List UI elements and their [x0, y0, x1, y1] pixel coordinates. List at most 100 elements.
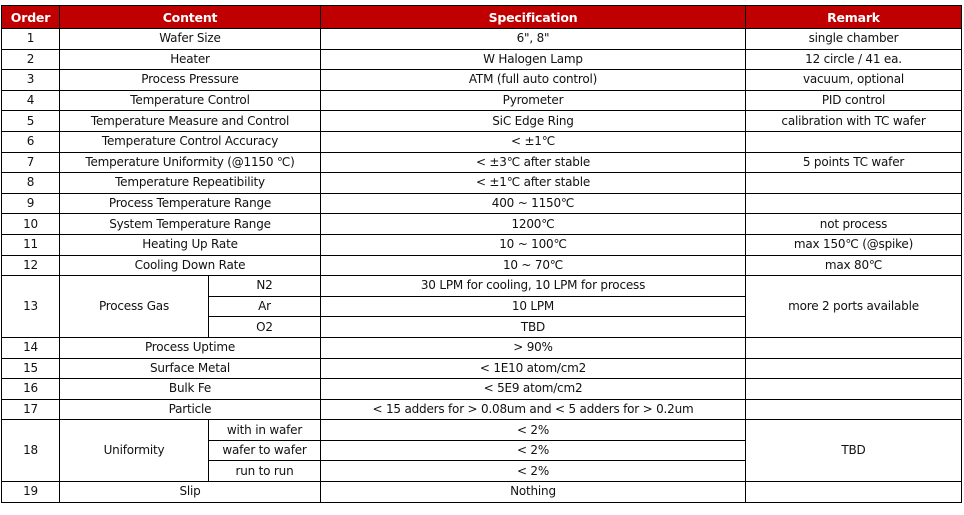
remark-cell — [745, 336, 962, 359]
specification-cell: < 2% — [320, 460, 746, 483]
remark-cell: PID control — [745, 89, 962, 112]
specification-cell: 10 ~ 100℃ — [320, 233, 746, 256]
header-specification: Specification — [320, 5, 746, 29]
sub-content-cell: Ar — [208, 295, 321, 318]
order-cell: 19 — [1, 481, 60, 503]
specification-cell: < 15 adders for > 0.08um and < 5 adders … — [320, 398, 746, 421]
order-cell: 18 — [1, 419, 60, 483]
table-row: 9 Process Temperature Range 400 ~ 1150℃ — [1, 192, 962, 215]
order-cell: 16 — [1, 378, 60, 400]
order-cell: 12 — [1, 254, 60, 277]
content-cell: Particle — [59, 398, 321, 421]
remark-cell — [745, 378, 962, 400]
remark-cell: vacuum, optional — [745, 69, 962, 91]
table-row: 6 Temperature Control Accuracy < ±1℃ — [1, 130, 962, 153]
specification-cell: < 5E9 atom/cm2 — [320, 378, 746, 400]
remark-cell — [745, 398, 962, 421]
content-cell: Temperature Control — [59, 89, 321, 112]
order-cell: 17 — [1, 398, 60, 421]
content-cell: Temperature Control Accuracy — [59, 130, 321, 153]
order-cell: 7 — [1, 151, 60, 174]
remark-cell: calibration with TC wafer — [745, 110, 962, 132]
specification-cell: Pyrometer — [320, 89, 746, 112]
table-row: 5 Temperature Measure and Control SiC Edge… — [1, 110, 962, 132]
specification-cell: SiC Edge Ring — [320, 110, 746, 132]
content-cell: Slip — [59, 481, 321, 503]
table-row: 10 System Temperature Range 1200℃ not proce… — [1, 213, 962, 235]
content-cell: Temperature Measure and Control — [59, 110, 321, 132]
sub-content-cell: wafer to wafer — [208, 439, 321, 462]
specification-table: Order Content Specification Remark 1 Wafe… — [1, 5, 962, 503]
table-row: 2 Heater W Halogen Lamp 12 circle / 41 ea. — [1, 48, 962, 71]
remark-cell: max 150℃ (@spike) — [745, 233, 962, 256]
order-cell: 9 — [1, 192, 60, 215]
specification-cell: < ±1℃ after stable — [320, 172, 746, 194]
specification-cell: W Halogen Lamp — [320, 48, 746, 71]
specification-cell: 10 LPM — [320, 295, 746, 318]
table-row: 7 Temperature Uniformity (@1150 ℃) < ±3℃ a… — [1, 151, 962, 174]
sub-content-cell: N2 — [208, 275, 321, 297]
header-remark: Remark — [745, 5, 962, 29]
remark-cell: single chamber — [745, 28, 962, 50]
content-cell: Heater — [59, 48, 321, 71]
content-cell: Uniformity — [59, 419, 209, 483]
table-row: 16 Bulk Fe < 5E9 atom/cm2 — [1, 378, 962, 400]
specification-cell: < 1E10 atom/cm2 — [320, 357, 746, 380]
order-cell: 11 — [1, 233, 60, 256]
specification-cell: < ±3℃ after stable — [320, 151, 746, 174]
content-cell: Temperature Repeatibility — [59, 172, 321, 194]
content-cell: Bulk Fe — [59, 378, 321, 400]
specification-cell: 1200℃ — [320, 213, 746, 235]
specification-cell: < 2% — [320, 419, 746, 441]
content-cell: Surface Metal — [59, 357, 321, 380]
content-cell: Heating Up Rate — [59, 233, 321, 256]
sub-content-cell: O2 — [208, 316, 321, 338]
order-cell: 5 — [1, 110, 60, 132]
order-cell: 13 — [1, 275, 60, 338]
remark-cell: TBD — [745, 419, 962, 483]
order-cell: 14 — [1, 336, 60, 359]
table-row: 3 Process Pressure ATM (full auto control)… — [1, 69, 962, 91]
specification-cell: TBD — [320, 316, 746, 338]
specification-cell: 10 ~ 70℃ — [320, 254, 746, 277]
order-cell: 6 — [1, 130, 60, 153]
specification-cell: > 90% — [320, 336, 746, 359]
content-cell: Cooling Down Rate — [59, 254, 321, 277]
table-row: 4 Temperature Control Pyrometer PID control — [1, 89, 962, 112]
remark-cell — [745, 481, 962, 503]
table-row: 15 Surface Metal < 1E10 atom/cm2 — [1, 357, 962, 380]
order-cell: 2 — [1, 48, 60, 71]
table-row: wafer to wafer < 2% — [2, 439, 962, 462]
specification-cell: 6", 8" — [320, 28, 746, 50]
sub-content-cell: with in wafer — [208, 419, 321, 441]
remark-cell — [745, 130, 962, 153]
header-order: Order — [1, 5, 60, 29]
remark-cell — [745, 192, 962, 215]
sub-content-cell: run to run — [208, 460, 321, 483]
order-cell: 1 — [1, 28, 60, 50]
specification-cell: ATM (full auto control) — [320, 69, 746, 91]
remark-cell — [745, 357, 962, 380]
content-cell: Process Gas — [59, 275, 209, 338]
specification-cell: < 2% — [320, 439, 746, 462]
order-cell: 3 — [1, 69, 60, 91]
table-row: 11 Heating Up Rate 10 ~ 100℃ max 150℃ (@spi… — [1, 233, 962, 256]
order-cell: 10 — [1, 213, 60, 235]
content-cell: Wafer Size — [59, 28, 321, 50]
remark-cell: 12 circle / 41 ea. — [745, 48, 962, 71]
specification-cell: < ±1℃ — [320, 130, 746, 153]
table-row: 12 Cooling Down Rate 10 ~ 70℃ max 80℃ — [1, 254, 962, 277]
specification-cell: 400 ~ 1150℃ — [320, 192, 746, 215]
order-cell: 4 — [1, 89, 60, 112]
table-row: 17 Particle < 15 adders for > 0.08um and <… — [1, 398, 962, 421]
remark-cell: not process — [745, 213, 962, 235]
order-cell: 15 — [1, 357, 60, 380]
table-row: 13 Process Gas N2 30 LPM for cooling, 10 LP… — [1, 275, 962, 338]
remark-cell: more 2 ports available — [745, 275, 962, 338]
content-cell: Process Temperature Range — [59, 192, 321, 215]
remark-cell — [745, 172, 962, 194]
table-body: 1 Wafer Size 6", 8" single chamber 2 Heater W … — [1, 28, 962, 503]
table-row: 1 Wafer Size 6", 8" single chamber — [1, 28, 962, 50]
header-row: Order Content Specification Remark — [1, 5, 962, 29]
remark-cell: max 80℃ — [745, 254, 962, 277]
